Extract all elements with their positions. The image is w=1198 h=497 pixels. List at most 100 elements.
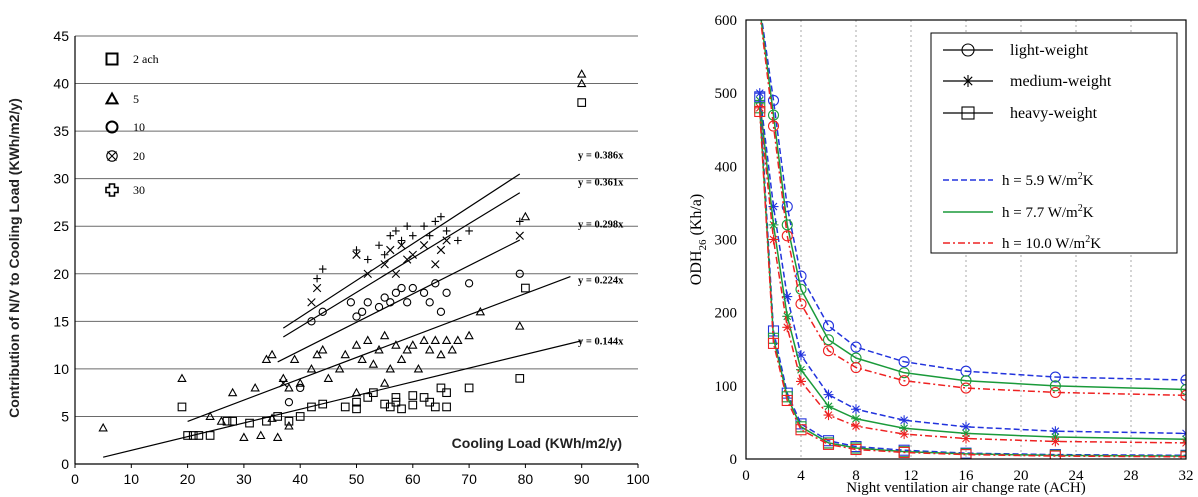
left-point-circle-shape (397, 283, 406, 293)
left-point-square-shape (442, 402, 451, 412)
right-point-circle (898, 367, 910, 379)
right-series-line (759, 107, 1186, 457)
left-point-triangle-shape (250, 382, 260, 392)
left-point-triangle (475, 306, 486, 316)
right-point-asterisk-shape (961, 433, 971, 444)
left-point-circle (403, 298, 412, 307)
left-point-triangle (396, 354, 407, 363)
right-plot-area (754, 20, 1186, 459)
left-point-square (183, 431, 192, 440)
left-point-plus (454, 236, 462, 245)
left-point-x-cross-shape (380, 260, 389, 269)
left-point-triangle-shape (284, 382, 294, 392)
right-point-asterisk (851, 413, 861, 424)
left-point-square-shape (464, 383, 474, 393)
left-point-square-shape (430, 402, 440, 412)
left-point-square-shape (188, 431, 198, 440)
left-point-circle (307, 317, 316, 326)
right-point-circle-shape (767, 94, 780, 107)
left-point-triangle-shape (295, 378, 305, 387)
right-series-line (759, 96, 1186, 457)
left-point-triangle-shape (576, 78, 587, 88)
left-point-triangle (385, 363, 396, 373)
left-point-square-shape (391, 397, 401, 407)
right-point-circle (822, 334, 835, 346)
left-point-square-shape (369, 388, 378, 398)
right-y-tick-label: 200 (715, 306, 738, 322)
legend-label: 30 (133, 183, 145, 197)
right-point-circle (1180, 383, 1186, 396)
left-point-x-cross-shape (431, 260, 440, 269)
left-point-plus (409, 231, 417, 240)
left-point-triangle-shape (289, 354, 300, 363)
left-point-x-cross-shape (419, 241, 429, 250)
left-point-circle-shape (403, 298, 412, 307)
left-point-triangle (267, 413, 277, 422)
left-point-plus (386, 231, 395, 240)
left-point-plus (380, 250, 389, 259)
left-point-x-cross-shape (397, 241, 406, 250)
right-point-circle (822, 345, 835, 357)
left-point-triangle-shape (379, 378, 390, 387)
right-point-circle (767, 120, 780, 132)
right-point-square (1049, 450, 1061, 459)
right-point-circle-shape (781, 219, 793, 231)
left-point-square-shape (408, 400, 418, 410)
left-point-circle-shape (464, 279, 474, 288)
right-series-line (759, 20, 1186, 397)
left-y-tick-label: 0 (61, 456, 69, 472)
left-point-circle-shape (425, 298, 434, 307)
right-point-circle (781, 219, 793, 231)
right-point-asterisk (1050, 426, 1061, 437)
left-point-x-cross (307, 298, 316, 307)
legend-x-cross-icon-shape (106, 150, 118, 162)
left-x-tick-label: 0 (71, 471, 79, 487)
right-point-circle (781, 201, 793, 213)
right-x-tick-label: 4 (797, 468, 805, 484)
left-point-plus-shape (420, 222, 428, 231)
left-point-x-cross (436, 245, 446, 255)
right-x-tick-label: 16 (959, 468, 975, 484)
left-point-plus-shape (363, 255, 372, 264)
left-point-triangle (408, 340, 418, 349)
legend-triangle-icon-shape (104, 91, 120, 105)
right-legend-line-label-main: h = 7.7 W/m (1002, 205, 1078, 221)
left-point-circle-shape (386, 298, 395, 307)
left-point-circle (357, 307, 367, 316)
left-point-triangle-shape (267, 413, 277, 422)
left-point-x-cross (515, 231, 524, 240)
left-point-plus-shape (425, 231, 434, 240)
left-point-circle (408, 283, 417, 293)
left-point-square-shape (397, 404, 406, 414)
right-point-circle-shape (898, 375, 910, 387)
left-point-circle-shape (357, 307, 367, 316)
left-point-plus (375, 241, 383, 250)
left-point-plus-shape (454, 236, 462, 245)
right-point-asterisk (768, 201, 779, 212)
right-point-square (781, 394, 793, 407)
left-point-x-cross (279, 378, 288, 388)
left-point-triangle-shape (351, 340, 362, 349)
left-point-triangle (368, 359, 379, 368)
right-x-axis-title: Night ventilation air change rate (ACH) (846, 480, 1086, 496)
left-point-plus (431, 217, 440, 226)
left-point-triangle-shape (317, 344, 328, 354)
right-point-asterisk-shape (961, 421, 971, 432)
left-x-tick-label: 60 (405, 471, 421, 487)
left-point-circle (515, 269, 524, 278)
right-legend-line-label: h = 10.0 W/m2K (1002, 234, 1101, 252)
right-legend-box (930, 32, 1178, 254)
left-point-triangle (267, 349, 277, 359)
left-point-triangle-shape (312, 349, 322, 359)
left-point-circle (431, 279, 440, 288)
left-point-triangle-shape (284, 421, 294, 430)
right-point-circle-shape (898, 367, 910, 379)
right-point-circle (795, 283, 807, 295)
left-point-square (425, 397, 435, 407)
left-point-triangle-shape (520, 211, 531, 221)
left-point-x-cross-shape (408, 250, 417, 259)
right-point-circle (1049, 371, 1061, 383)
left-trend-line (282, 192, 521, 338)
right-y-axis-title-unit: (Kh/a) (688, 194, 705, 240)
left-point-triangle (317, 344, 328, 354)
